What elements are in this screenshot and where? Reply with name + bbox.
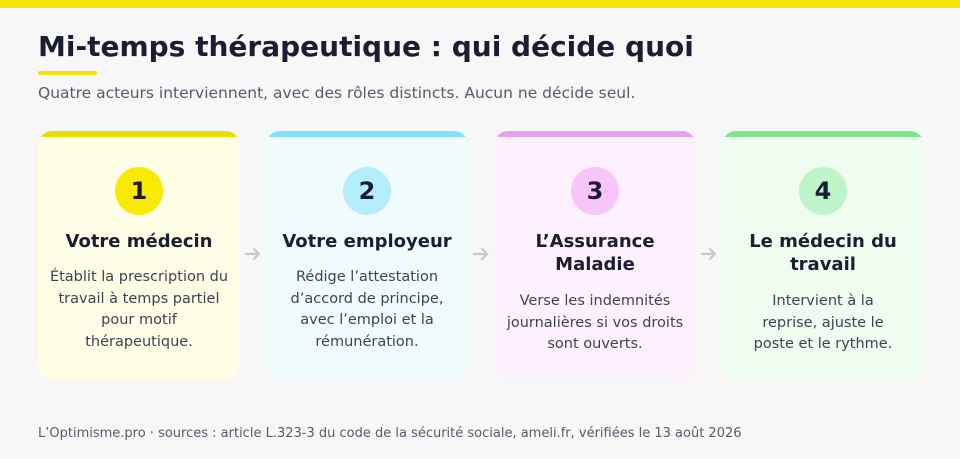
step-title: L’Assurance Maladie (535, 231, 655, 275)
step-title: Votre médecin (65, 231, 213, 252)
step-number-badge: 1 (115, 167, 163, 215)
top-accent-bar (0, 0, 960, 8)
arrow-right-icon (472, 247, 489, 261)
card-accent-bar (38, 131, 240, 137)
step-description: Rédige l’attestation d’accord de princip… (290, 269, 444, 350)
step-card-occupational-doctor: 4 Le médecin du travail Intervient à la … (722, 131, 924, 380)
step-number-badge: 4 (799, 167, 847, 215)
card-accent-bar (494, 131, 696, 137)
step-card-employer: 2 Votre employeur Rédige l’attestation d… (266, 131, 468, 380)
step-title: Votre employeur (282, 231, 452, 252)
step-card-health-insurance: 3 L’Assurance Maladie Verse les indemnit… (494, 131, 696, 380)
card-accent-bar (722, 131, 924, 137)
arrow-right-icon (700, 247, 717, 261)
page-title: Mi-temps thérapeutique : qui décide quoi (38, 30, 694, 63)
step-description: Intervient à la reprise, ajuste le poste… (753, 293, 893, 352)
page-subtitle: Quatre acteurs interviennent, avec des r… (38, 84, 636, 102)
step-card-doctor: 1 Votre médecin Établit la prescription … (38, 131, 240, 380)
title-underline (38, 71, 97, 75)
step-title: Le médecin du travail (749, 231, 897, 275)
card-accent-bar (266, 131, 468, 137)
step-number-badge: 3 (571, 167, 619, 215)
step-number-badge: 2 (343, 167, 391, 215)
arrow-right-icon (244, 247, 261, 261)
step-description: Établit la prescription du travail à tem… (49, 269, 229, 350)
step-description: Verse les indemnités journalières si vos… (506, 293, 684, 352)
sources-footer: L’Optimisme.pro · sources : article L.32… (38, 426, 742, 441)
